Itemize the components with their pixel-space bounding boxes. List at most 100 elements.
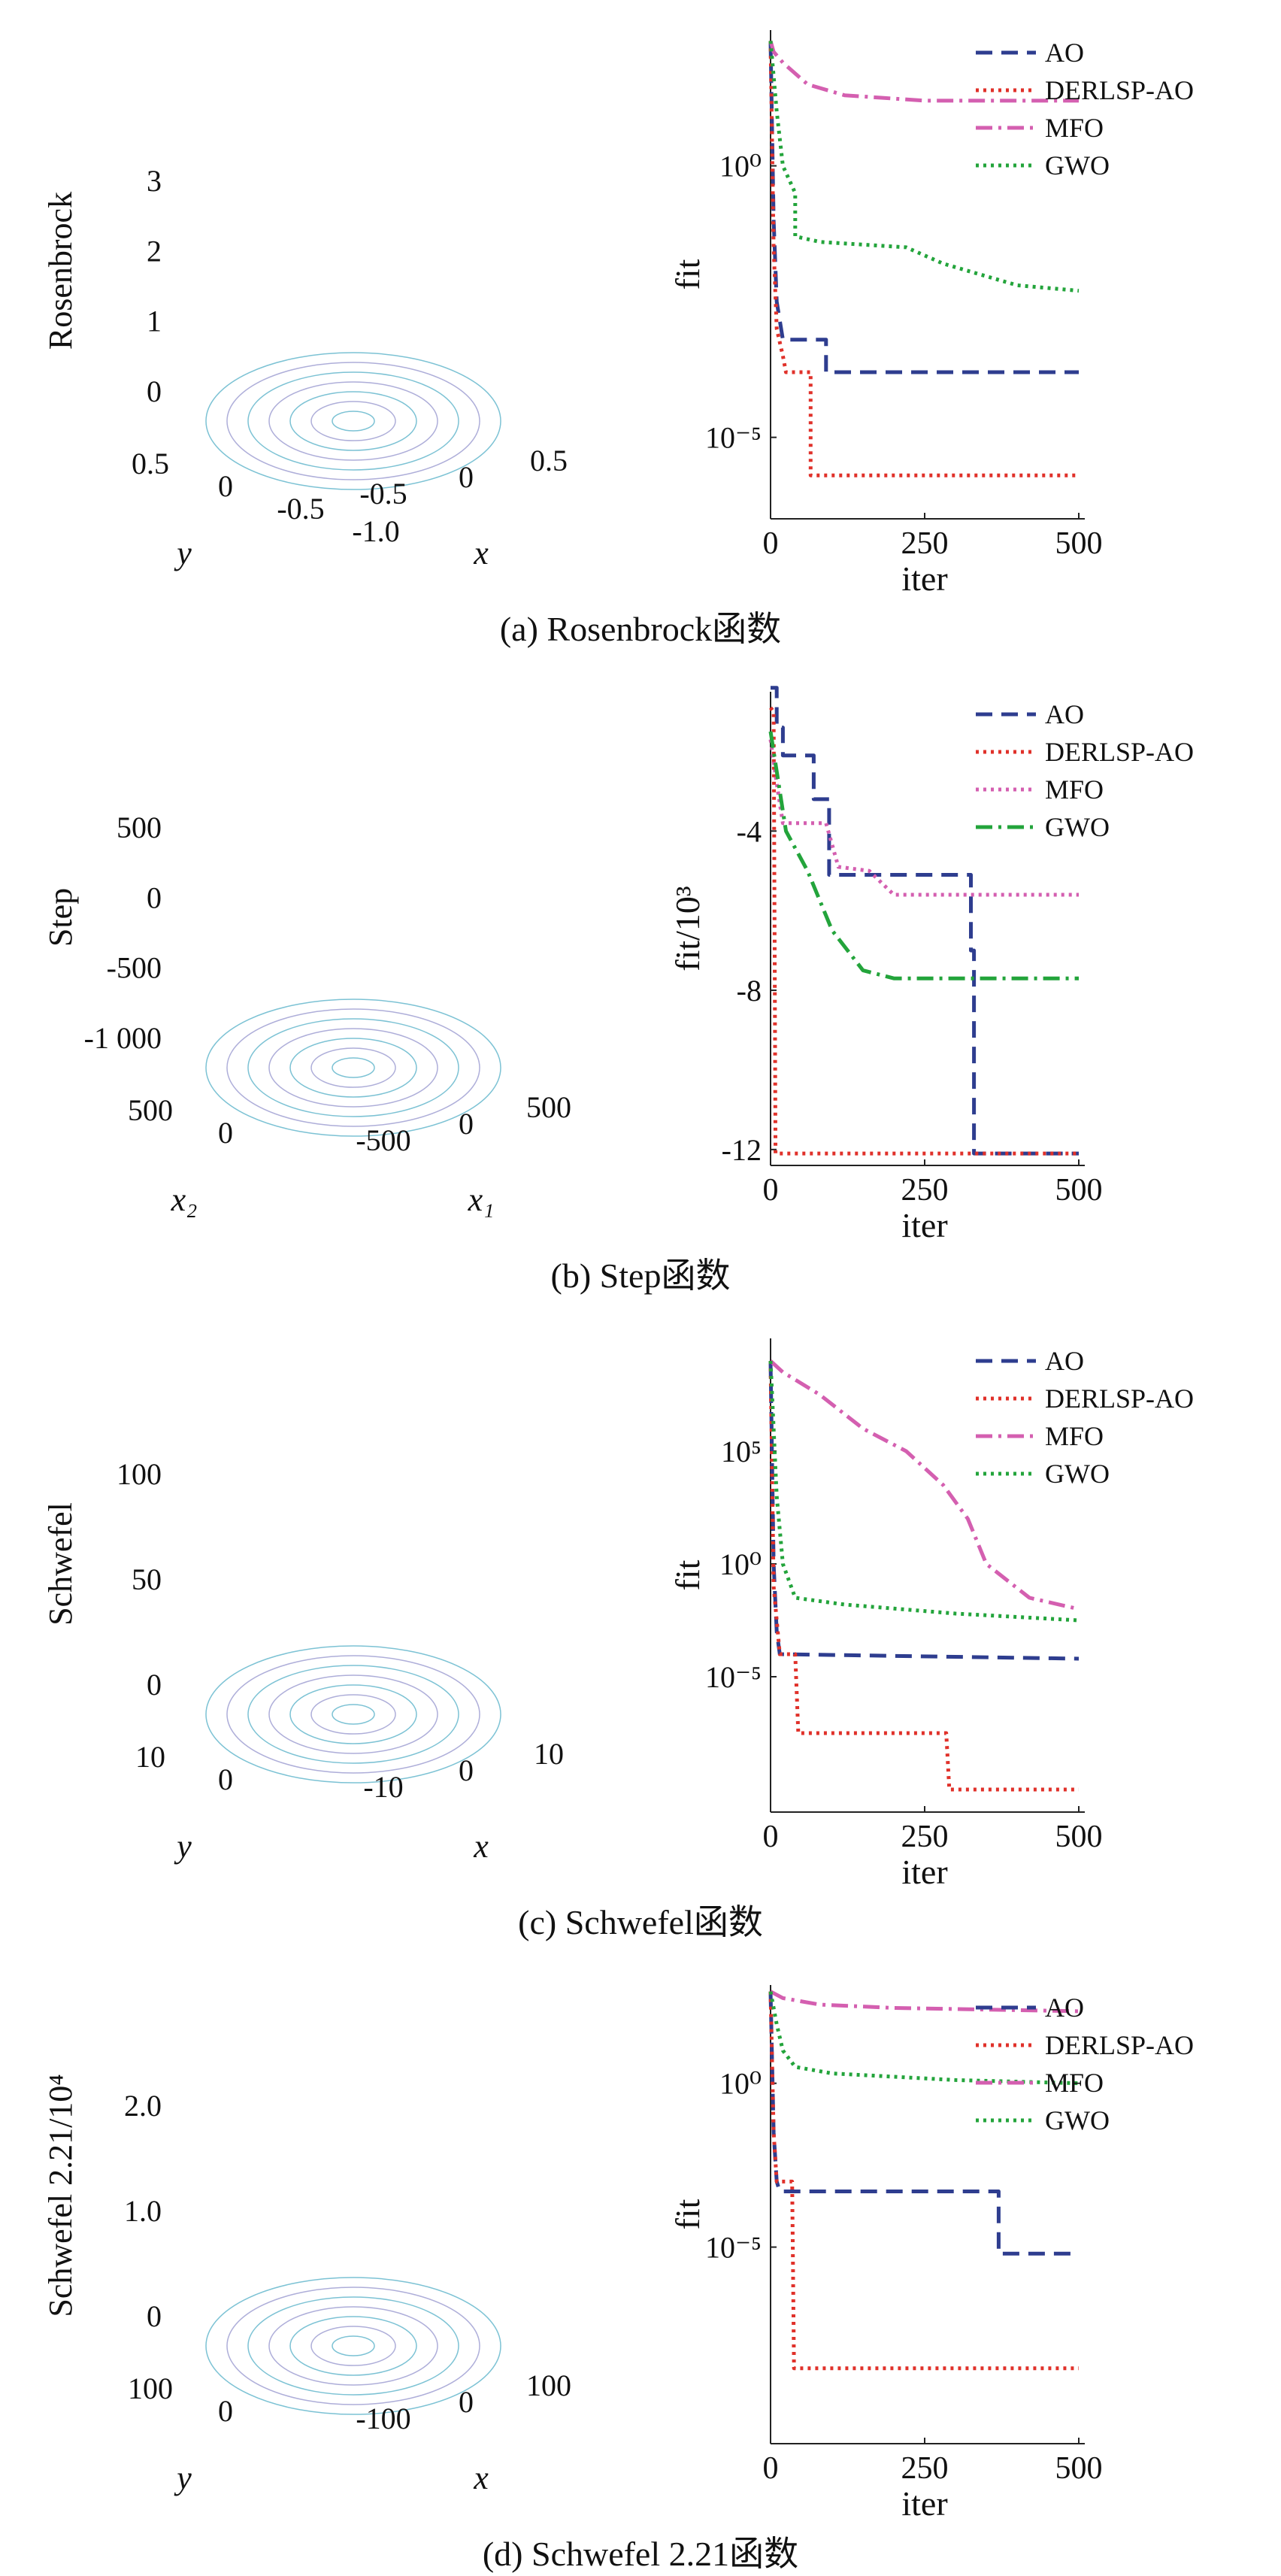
y-axis-label: x₂ <box>171 1181 198 1218</box>
y-tick-label: 0 <box>218 1116 233 1150</box>
legend-label: DERLSP-AO <box>1045 737 1194 767</box>
y-tick-label: 0 <box>218 2394 233 2428</box>
x-tick-label: 0 <box>763 2451 779 2486</box>
contour-floor <box>205 2277 501 2415</box>
legend-label: DERLSP-AO <box>1045 2030 1194 2060</box>
x-axis-label: x <box>473 535 489 571</box>
x-axis-label: x <box>473 2459 489 2496</box>
legend-label: MFO <box>1045 774 1104 805</box>
y-tick-label: 10⁰ <box>719 150 762 183</box>
y-tick-label: 10⁻⁵ <box>705 1660 762 1694</box>
series-line-derlsp-ao <box>768 1360 1079 1792</box>
contour-line <box>247 2296 459 2396</box>
y-tick-label: -12 <box>722 1133 762 1167</box>
x-axis-label: x₁ <box>468 1181 495 1218</box>
legend-label: AO <box>1045 1346 1084 1376</box>
legend-label: GWO <box>1045 812 1110 842</box>
z-axis-label: Step <box>42 888 79 947</box>
y-tick-label: 10⁻⁵ <box>705 421 762 455</box>
z-tick-label: 3 <box>147 164 162 198</box>
z-tick-label: 0 <box>147 374 162 408</box>
series-line-gwo <box>768 1991 1080 2086</box>
z-axis-label: Schwefel 2.21/10⁴ <box>42 2074 79 2317</box>
z-tick-label: 0 <box>147 1668 162 1702</box>
z-tick-label: -1 000 <box>84 1021 162 1055</box>
contour-line <box>289 2316 417 2376</box>
x-tick-label: 0.5 <box>530 444 568 477</box>
y-tick-label: 500 <box>128 1093 173 1127</box>
y-axis-label: y <box>174 535 192 571</box>
x-tick-label: 500 <box>526 1090 571 1124</box>
series-line-gwo <box>768 1360 1080 1623</box>
contour-line <box>247 1665 459 1764</box>
y-tick-label: 10⁰ <box>719 2067 762 2101</box>
y-tick-label: 10⁵ <box>721 1435 762 1468</box>
y-tick-label: 0 <box>218 1762 233 1796</box>
convergence-plot-d: 0 250 500 10⁰ 10⁻⁵ iter fit AO DERLSP-AO MFO GWO <box>668 1985 1194 2523</box>
x-tick-label: 500 <box>1055 2451 1103 2486</box>
legend-label: AO <box>1045 38 1084 68</box>
z-tick-label: 0 <box>147 880 162 914</box>
x-tick-label: 500 <box>1055 526 1103 561</box>
panel-b: -1 000 -500 0 500 Step -500 0 500 x₁ 500 0 x₂ 0 250 5… <box>0 662 1281 1308</box>
z-tick-label: -500 <box>107 951 162 985</box>
y-tick-label: -1.0 <box>352 514 399 548</box>
caption-d: (d) Schwefel 2.21函数 <box>482 2535 799 2573</box>
contour-line <box>268 2306 438 2386</box>
legend-label: GWO <box>1045 1459 1110 1489</box>
contour-line <box>226 2287 480 2405</box>
contour-line <box>205 1645 501 1784</box>
contour-floor <box>205 999 501 1137</box>
x-tick-label: 100 <box>526 2368 571 2402</box>
x-axis-label: iter <box>901 2484 947 2523</box>
z-tick-label: 2 <box>147 234 162 268</box>
x-tick-label: 250 <box>901 526 949 561</box>
x-tick-label: 0 <box>459 2385 474 2419</box>
x-axis-label: x <box>473 1828 489 1865</box>
y-tick-label: 10⁻⁵ <box>705 2231 762 2265</box>
contour-line <box>268 1028 438 1108</box>
legend-label: DERLSP-AO <box>1045 75 1194 105</box>
series-line-gwo <box>768 41 1080 293</box>
y-tick-label: -4 <box>737 814 762 848</box>
contour-line <box>247 371 459 471</box>
y-axis-label: fit <box>668 1559 707 1590</box>
y-tick-label: 10⁰ <box>719 1547 762 1581</box>
x-tick-label: 500 <box>1055 1173 1103 1208</box>
panel-c: 0 50 100 Schwefel -10 0 10 x 10 0 y 0 250 500 10⁵ 10⁰ 1… <box>0 1308 1281 1955</box>
contour-line <box>205 2277 501 2415</box>
contour-line <box>205 999 501 1137</box>
contour-line <box>289 1038 417 1098</box>
y-tick-label: 0 <box>218 469 233 503</box>
contour-line <box>332 2335 375 2356</box>
series-line-mfo <box>769 1990 1080 2014</box>
legend-label: AO <box>1045 699 1084 729</box>
y-tick-label: -0.5 <box>277 492 324 526</box>
series-line-derlsp-ao <box>768 1991 1079 2371</box>
contour-line <box>289 1684 417 1744</box>
x-tick-label: 0 <box>459 460 474 494</box>
contour-line <box>205 352 501 490</box>
z-tick-label: 50 <box>132 1562 162 1596</box>
contour-line <box>289 391 417 451</box>
contour-line <box>268 1674 438 1754</box>
x-tick-label: 0 <box>763 1820 779 1854</box>
x-axis-label: iter <box>901 1853 947 1891</box>
x-tick-label: -100 <box>356 2402 410 2435</box>
legend-label: DERLSP-AO <box>1045 1383 1194 1414</box>
series-line-derlsp-ao <box>768 41 1079 477</box>
series-line-mfo <box>768 40 1079 103</box>
convergence-plot-a: 0 250 500 10⁰ 10⁻⁵ iter fit AO DERLSP-AO MFO GWO <box>668 30 1194 598</box>
contour-line <box>310 1047 396 1088</box>
series-line-ao <box>771 686 1079 1156</box>
y-tick-label: 100 <box>128 2371 173 2405</box>
contour-line <box>332 1704 375 1725</box>
y-tick-label: 0.5 <box>132 447 169 480</box>
series-line-mfo <box>768 739 1079 897</box>
y-axis-label: y <box>174 1828 192 1865</box>
contour-line <box>226 1008 480 1127</box>
contour-line <box>310 401 396 441</box>
x-tick-label: 0 <box>459 1107 474 1141</box>
